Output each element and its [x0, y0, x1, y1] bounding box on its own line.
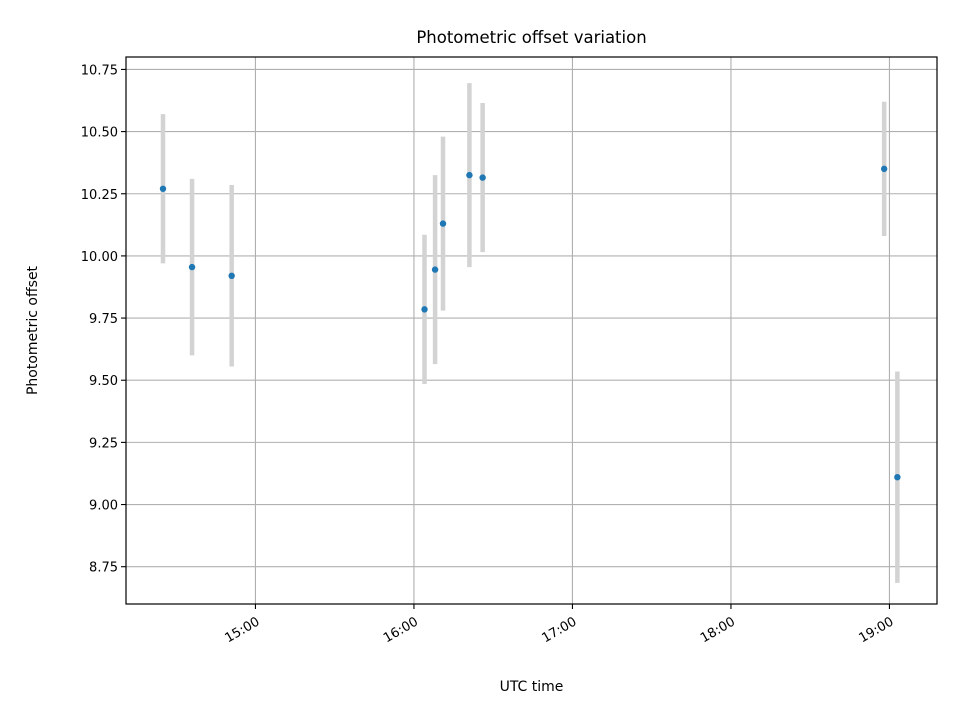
plot-area-frame [125, 56, 938, 605]
chart-title: Photometric offset variation [416, 28, 646, 47]
x-axis-label: UTC time [500, 679, 564, 695]
data-point [431, 266, 439, 273]
y-tick-label: 9.00 [89, 499, 118, 514]
data-point [421, 306, 428, 313]
y-tick-label: 9.50 [89, 374, 118, 389]
y-tick-label: 10.25 [81, 188, 118, 203]
data-point [188, 263, 196, 271]
grid-lines [126, 57, 937, 604]
y-tick-label: 8.75 [89, 561, 118, 576]
data-point [228, 272, 235, 279]
y-tick-label: 9.25 [89, 436, 118, 451]
data-point [159, 185, 167, 192]
y-tick-label: 10.50 [81, 126, 118, 141]
data-points [159, 165, 901, 481]
y-tick-label: 9.75 [89, 312, 118, 327]
data-point [439, 220, 447, 227]
data-point [894, 473, 901, 481]
data-point [466, 171, 473, 179]
y-axis-ticks: 8.75 9.00 9.25 9.50 9.75 10.00 10.25 10.50 10.75 [81, 63, 126, 576]
y-axis-label: Photometric offset [25, 265, 41, 395]
data-point [479, 174, 486, 181]
y-tick-label: 10.00 [81, 250, 118, 265]
data-point [880, 165, 888, 173]
y-tick-label: 10.75 [81, 63, 118, 78]
